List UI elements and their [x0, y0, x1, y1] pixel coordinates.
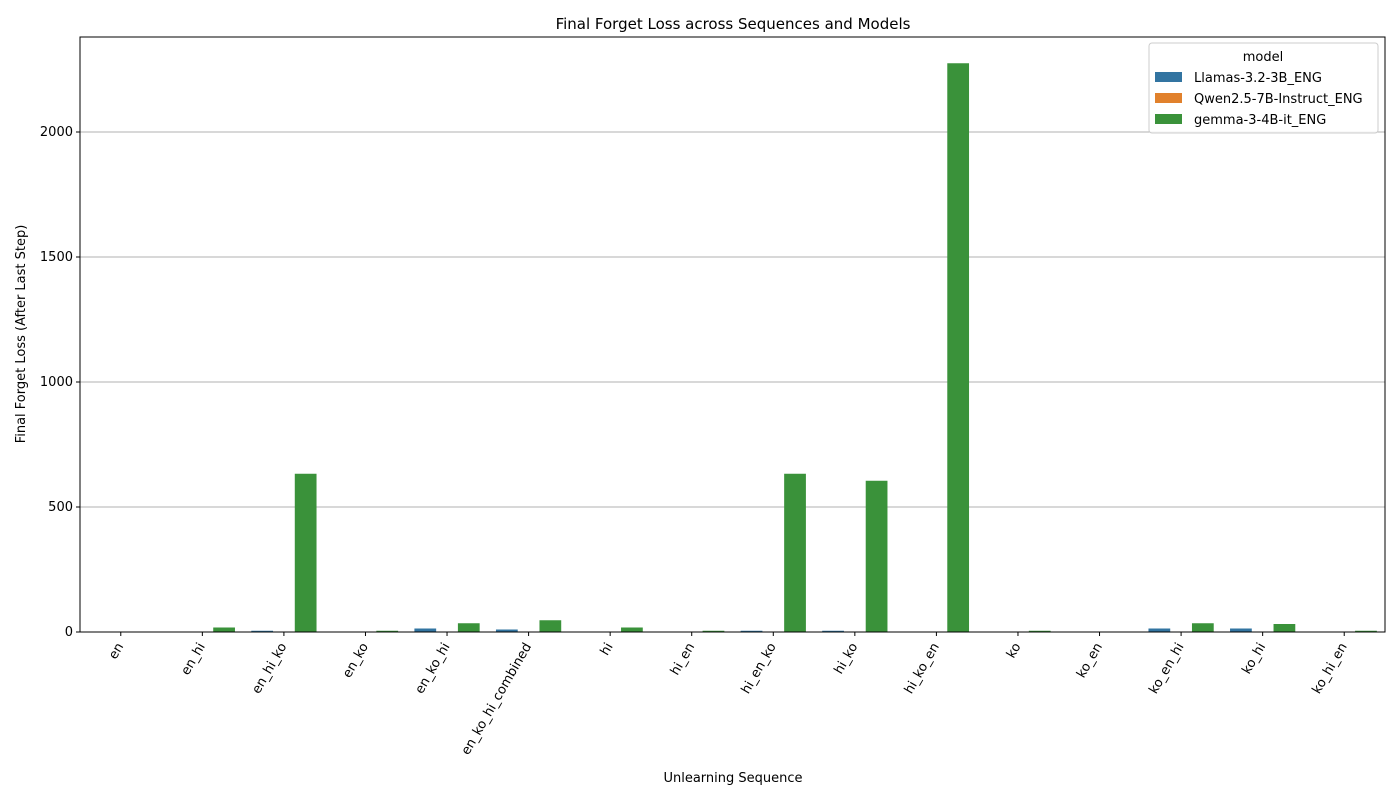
- legend-label: gemma-3-4B-it_ENG: [1194, 113, 1326, 128]
- legend-label: Qwen2.5-7B-Instruct_ENG: [1194, 92, 1363, 107]
- bar-en_hi_ko-2: [294, 473, 317, 632]
- x-tick-label: ko_en: [1074, 641, 1106, 681]
- legend-swatch: [1155, 93, 1182, 103]
- legend: model Llamas-3.2-3B_ENG Qwen2.5-7B-Instru…: [1148, 42, 1379, 134]
- y-tick-label: 1500: [40, 250, 73, 265]
- gridlines: [80, 131, 1385, 633]
- x-tick-label: ko_en_hi: [1147, 641, 1188, 697]
- x-tick-label: en_ko: [340, 640, 372, 680]
- bar-en_hi_ko-0: [251, 630, 274, 632]
- bar-en_ko_hi_combined-0: [495, 629, 518, 632]
- bar-ko_hi-0: [1230, 628, 1252, 632]
- y-axis: 0 500 1000 1500 2000: [40, 125, 80, 640]
- bar-hi_ko-2: [865, 480, 888, 632]
- x-tick-label: hi: [598, 641, 617, 659]
- x-axis: en en_hi en_hi_ko en_ko en_ko_hi en_ko_hi_com…: [106, 632, 1351, 758]
- bar-hi_en-2: [702, 630, 725, 632]
- legend-title: model: [1243, 50, 1283, 65]
- bar-en_ko_hi-2: [457, 623, 480, 632]
- bar-ko_hi_en-2: [1355, 630, 1377, 632]
- y-tick-label: 500: [48, 500, 73, 515]
- bar-ko_en_hi-2: [1191, 623, 1214, 632]
- bar-hi-2: [621, 627, 643, 632]
- bar-en_ko-2: [376, 630, 399, 632]
- bar-hi_en_ko-2: [784, 473, 806, 632]
- x-tick-label: en_hi: [179, 641, 209, 678]
- chart-title: Final Forget Loss across Sequences and M…: [556, 15, 911, 33]
- x-tick-label: ko_hi: [1239, 641, 1269, 677]
- y-tick-label: 0: [65, 625, 73, 640]
- bar-hi_ko-0: [822, 630, 844, 632]
- legend-swatch: [1155, 72, 1182, 82]
- bars: [88, 63, 1377, 632]
- y-axis-label: Final Forget Loss (After Last Step): [14, 225, 29, 444]
- bar-en_ko_hi-0: [414, 628, 437, 632]
- y-tick-label: 2000: [40, 125, 73, 140]
- x-tick-label: hi_en_ko: [739, 640, 780, 696]
- x-tick-label: ko_hi_en: [1310, 641, 1351, 697]
- x-tick-label: hi_en: [668, 641, 698, 678]
- legend-label: Llamas-3.2-3B_ENG: [1194, 71, 1322, 86]
- bar-ko-2: [1028, 630, 1051, 632]
- x-tick-label: hi_ko_en: [902, 641, 943, 697]
- x-tick-label: en_ko_hi: [412, 641, 453, 697]
- legend-box: [1148, 42, 1379, 134]
- legend-swatch: [1155, 114, 1182, 124]
- plot-frame: [79, 36, 1386, 633]
- bar-en_ko_hi_combined-2: [539, 620, 562, 632]
- bar-ko_en_hi-0: [1148, 628, 1171, 632]
- bar-hi_ko_en-2: [947, 63, 970, 632]
- x-tick-label: en_hi_ko: [249, 640, 290, 696]
- x-tick-label: ko: [1004, 640, 1025, 661]
- bar-ko_hi-2: [1273, 624, 1296, 632]
- bar-hi_en_ko-0: [740, 630, 763, 632]
- x-tick-label: hi_ko: [832, 640, 862, 676]
- x-tick-label: en: [106, 641, 127, 663]
- y-tick-label: 1000: [40, 375, 73, 390]
- x-tick-label: en_ko_hi_combined: [459, 641, 535, 758]
- bar-en_hi-2: [213, 627, 235, 632]
- x-axis-label: Unlearning Sequence: [663, 771, 802, 786]
